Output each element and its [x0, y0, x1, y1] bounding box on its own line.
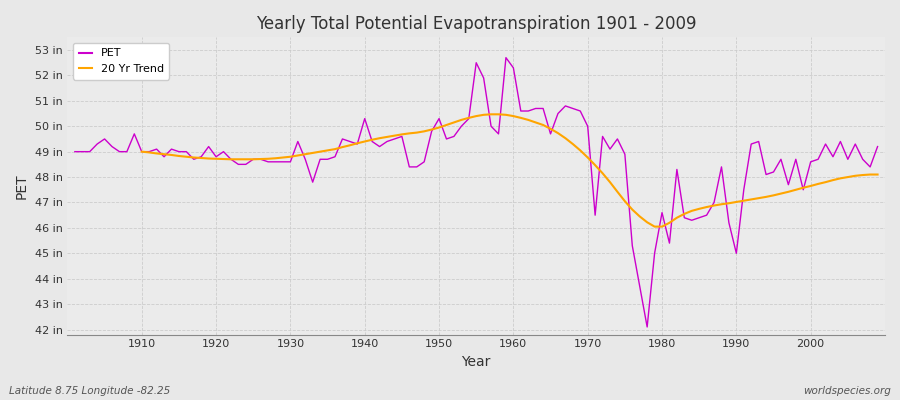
- Legend: PET, 20 Yr Trend: PET, 20 Yr Trend: [73, 43, 169, 80]
- Text: Latitude 8.75 Longitude -82.25: Latitude 8.75 Longitude -82.25: [9, 386, 170, 396]
- Title: Yearly Total Potential Evapotranspiration 1901 - 2009: Yearly Total Potential Evapotranspiratio…: [256, 15, 697, 33]
- Text: worldspecies.org: worldspecies.org: [803, 386, 891, 396]
- Y-axis label: PET: PET: [15, 173, 29, 199]
- X-axis label: Year: Year: [462, 355, 490, 369]
